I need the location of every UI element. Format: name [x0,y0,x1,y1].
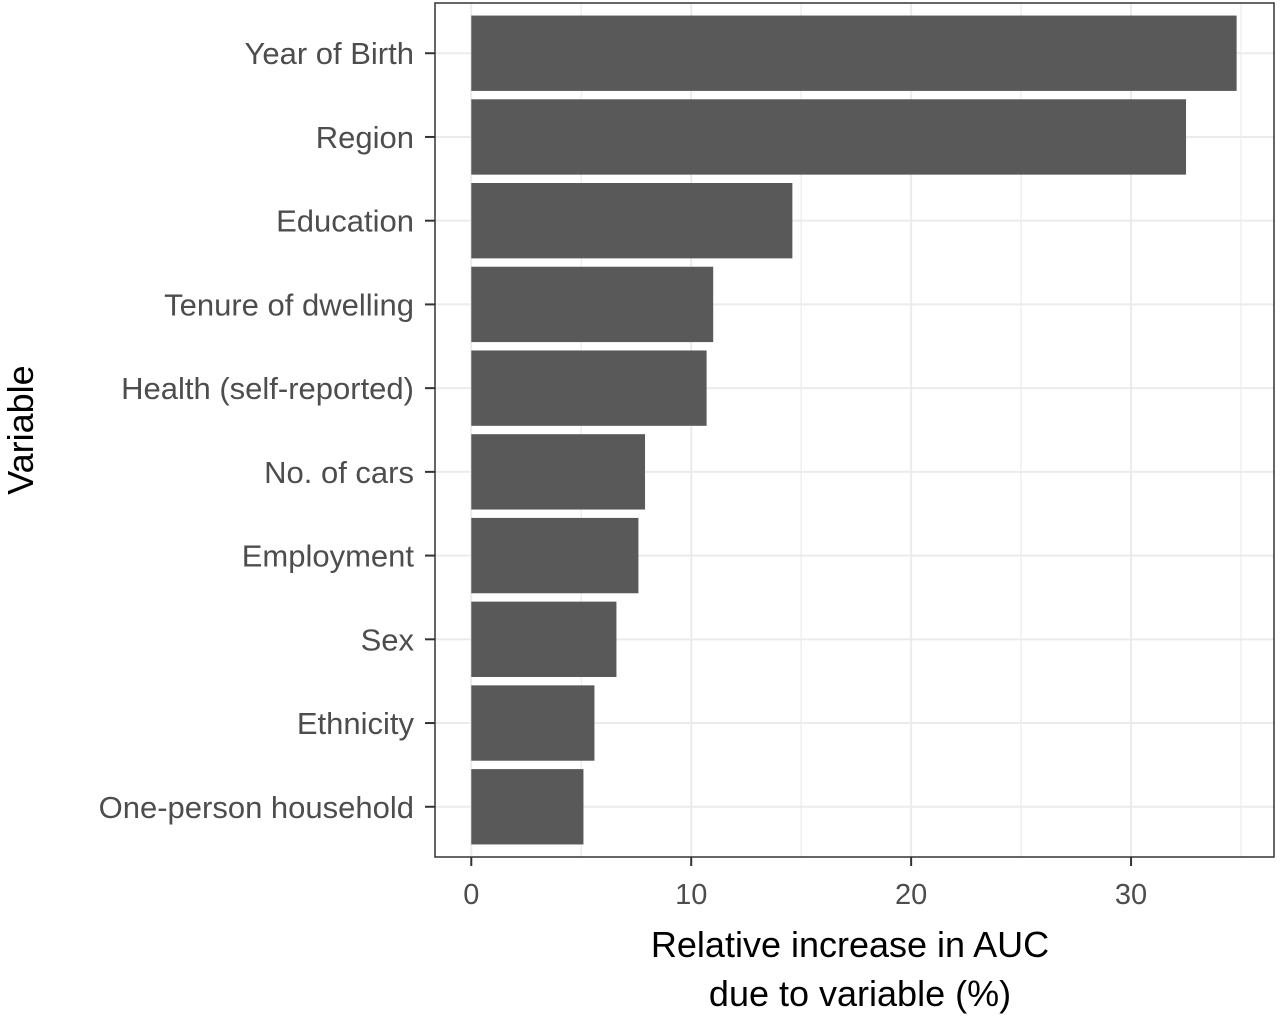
bars [471,15,1237,845]
x-tick-label: 30 [1115,879,1147,911]
y-tick-label: One-person household [99,790,414,825]
x-tick-label: 20 [895,879,927,911]
x-axis: 0 10 20 30 [463,857,1147,911]
bar [471,685,595,761]
bar [471,15,1237,91]
y-tick-label: Region [316,120,414,155]
x-tick-label: 10 [675,879,707,911]
y-tick-label: Health (self-reported) [121,371,414,406]
y-tick-label: Employment [242,539,415,574]
y-tick-label: Education [276,204,414,239]
y-tick-label: Year of Birth [245,36,414,71]
bar [471,769,584,845]
y-axis: Year of Birth Region Education Tenure of dw… [99,36,435,825]
bar [471,350,707,426]
y-tick-label: No. of cars [264,455,414,490]
x-tick-label: 0 [463,879,479,911]
y-tick-label: Ethnicity [297,706,415,741]
x-axis-title-line-1: Relative increase in AUC [651,924,1049,965]
bar [471,266,714,343]
y-axis-title: Variable [0,365,41,494]
panel-border [434,2,1275,858]
y-tick-label: Tenure of dwelling [164,287,414,322]
y-tick-label: Sex [361,622,415,657]
bar [471,517,639,594]
x-axis-title-line-2: due to variable (%) [709,973,1011,1014]
bar [471,183,793,259]
bar [471,434,646,510]
bar [471,601,617,677]
bar [471,99,1187,175]
